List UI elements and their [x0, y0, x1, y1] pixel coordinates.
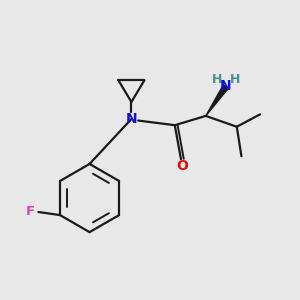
Text: N: N: [220, 80, 232, 94]
Text: H: H: [212, 73, 222, 86]
Text: N: N: [126, 112, 137, 126]
Text: F: F: [26, 206, 35, 218]
Text: O: O: [177, 159, 188, 173]
Polygon shape: [206, 85, 229, 116]
Text: H: H: [230, 73, 240, 86]
